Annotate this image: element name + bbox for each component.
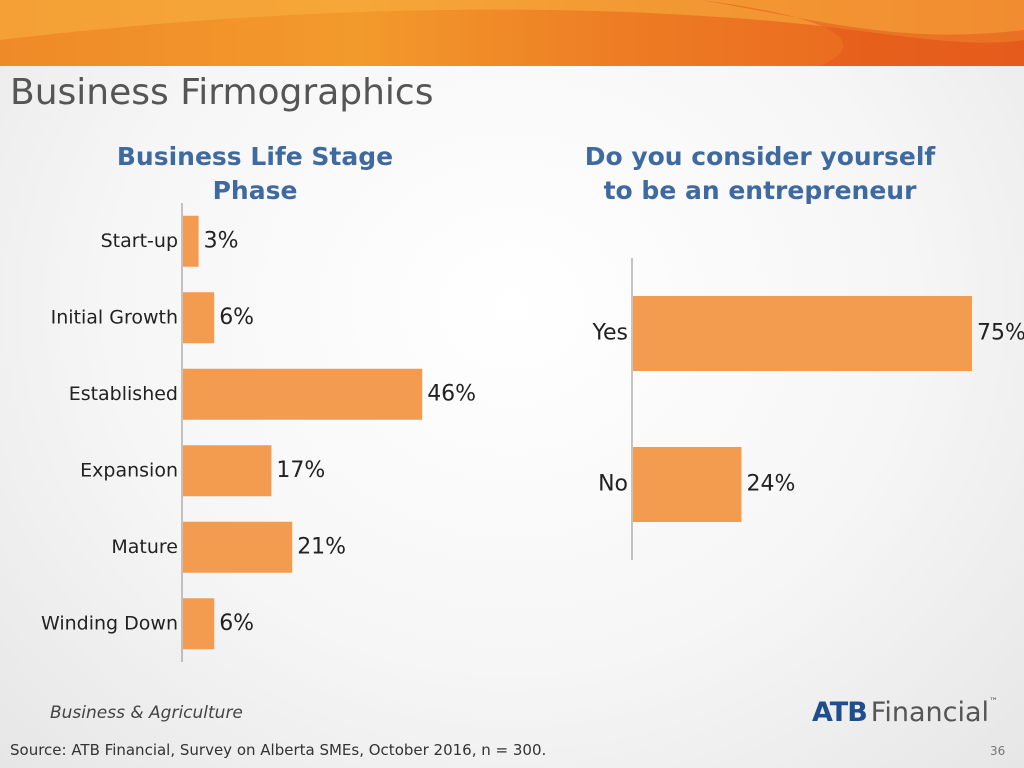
entrepreneur-bar [633, 447, 742, 522]
source-note: Source: ATB Financial, Survey on Alberta… [10, 741, 547, 759]
life-stage-bar [183, 368, 423, 420]
page-number: 36 [990, 744, 1006, 758]
life-stage-value-label: 46% [427, 381, 476, 406]
entrepreneur-category-label: No [598, 472, 628, 497]
banner-swoosh-graphic [0, 0, 1024, 66]
life-stage-bar [183, 292, 215, 344]
life-stage-bar [183, 521, 293, 573]
life-stage-category-label: Established [69, 383, 178, 405]
life-stage-category-label: Start-up [101, 230, 178, 252]
entrepreneur-value-label: 75% [977, 321, 1024, 346]
entrepreneur-value-label: 24% [746, 472, 795, 497]
life-stage-category-label: Mature [111, 536, 178, 558]
life-stage-value-label: 3% [204, 228, 239, 253]
life-stage-value-label: 6% [219, 305, 254, 330]
life-stage-bar [183, 598, 215, 650]
life-stage-category-label: Winding Down [41, 612, 178, 634]
life-stage-value-label: 17% [276, 458, 325, 483]
life-stage-bar [183, 445, 272, 497]
chart-title-entrepreneur: Do you consider yourself to be an entrep… [584, 142, 936, 205]
chart-title-life-stage: Business Life Stage Phase [116, 142, 394, 205]
life-stage-value-label: 6% [219, 611, 254, 636]
life-stage-category-label: Expansion [80, 459, 178, 481]
life-stage-value-label: 21% [297, 534, 346, 559]
entrepreneur-bar [633, 296, 972, 371]
page-title: Business Firmographics [10, 72, 434, 113]
header-banner [0, 0, 1024, 66]
footer-org-label: Business & Agriculture [50, 703, 243, 723]
atb-financial-logo: ATB Financial™ [812, 697, 999, 728]
life-stage-category-label: Initial Growth [51, 306, 178, 328]
entrepreneur-category-label: Yes [591, 321, 628, 346]
life-stage-bar [183, 215, 199, 267]
